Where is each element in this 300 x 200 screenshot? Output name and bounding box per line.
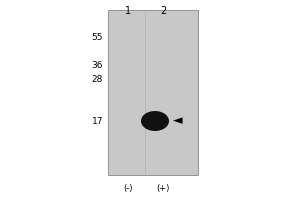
Text: 36: 36 [92, 60, 103, 70]
Text: 17: 17 [92, 117, 103, 127]
Text: ◄: ◄ [173, 114, 183, 128]
Text: (-): (-) [123, 184, 133, 193]
Text: 28: 28 [92, 75, 103, 84]
Text: 2: 2 [160, 6, 166, 16]
Ellipse shape [141, 111, 169, 131]
Text: (+): (+) [156, 184, 170, 193]
Text: 1: 1 [125, 6, 131, 16]
Text: 55: 55 [92, 33, 103, 43]
Bar [108, 10, 198, 175]
